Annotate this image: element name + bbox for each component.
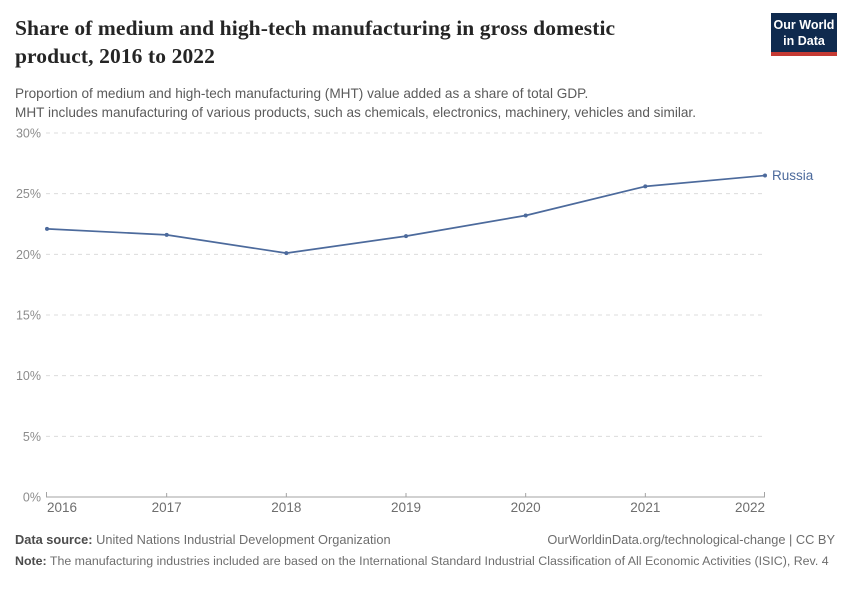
russia-data-point bbox=[404, 234, 408, 239]
russia-data-point bbox=[45, 226, 49, 231]
logo-line-1: Our World bbox=[773, 18, 835, 32]
y-axis-tick-label: 15% bbox=[16, 309, 41, 323]
subtitle-line-1: Proportion of medium and high-tech manuf… bbox=[15, 86, 589, 101]
subtitle-line-2: MHT includes manufacturing of various pr… bbox=[15, 105, 696, 120]
x-axis-tick-label: 2020 bbox=[511, 500, 541, 515]
y-axis-tick-label: 10% bbox=[16, 369, 41, 383]
chart-subtitle: Proportion of medium and high-tech manuf… bbox=[15, 84, 696, 122]
note-label: Note: bbox=[15, 554, 47, 568]
license-text: OurWorldinData.org/technological-change … bbox=[547, 532, 835, 547]
russia-data-point bbox=[284, 251, 289, 256]
chart-note: Note: The manufacturing industries inclu… bbox=[15, 553, 839, 570]
russia-data-point bbox=[643, 184, 648, 189]
russia-line bbox=[46, 174, 766, 254]
data-source-value: United Nations Industrial Development Or… bbox=[92, 532, 391, 547]
data-source-label: Data source: bbox=[15, 532, 93, 547]
x-axis-tick-label: 2019 bbox=[391, 500, 421, 515]
page-title: Share of medium and high-tech manufactur… bbox=[15, 14, 615, 70]
x-axis-tick-label: 2018 bbox=[271, 500, 301, 515]
y-axis-tick-label: 30% bbox=[16, 127, 41, 141]
footer-source-row: Data source: United Nations Industrial D… bbox=[15, 531, 835, 548]
title-line-2: product, 2016 to 2022 bbox=[15, 44, 215, 68]
x-axis-tick-label: 2021 bbox=[630, 500, 660, 515]
data-source: Data source: United Nations Industrial D… bbox=[15, 531, 391, 548]
title-line-1: Share of medium and high-tech manufactur… bbox=[15, 16, 616, 40]
y-axis-tick-label: 5% bbox=[23, 430, 41, 444]
x-axis-tick-label: 2022 bbox=[735, 500, 765, 515]
russia-data-point bbox=[523, 213, 528, 218]
russia-data-point bbox=[164, 232, 169, 237]
y-axis-tick-label: 25% bbox=[16, 187, 41, 201]
y-axis-tick-label: 20% bbox=[16, 248, 41, 262]
owid-logo: Our World in Data bbox=[771, 13, 837, 56]
logo-line-2: in Data bbox=[783, 34, 825, 48]
x-axis-tick-label: 2017 bbox=[152, 500, 182, 515]
x-axis-tick-label: 2016 bbox=[47, 500, 77, 515]
note-value: The manufacturing industries included ar… bbox=[46, 554, 829, 568]
russia-series-label: Russia bbox=[772, 168, 814, 183]
russia-data-point bbox=[763, 173, 767, 178]
y-axis-tick-label: 0% bbox=[23, 491, 41, 505]
